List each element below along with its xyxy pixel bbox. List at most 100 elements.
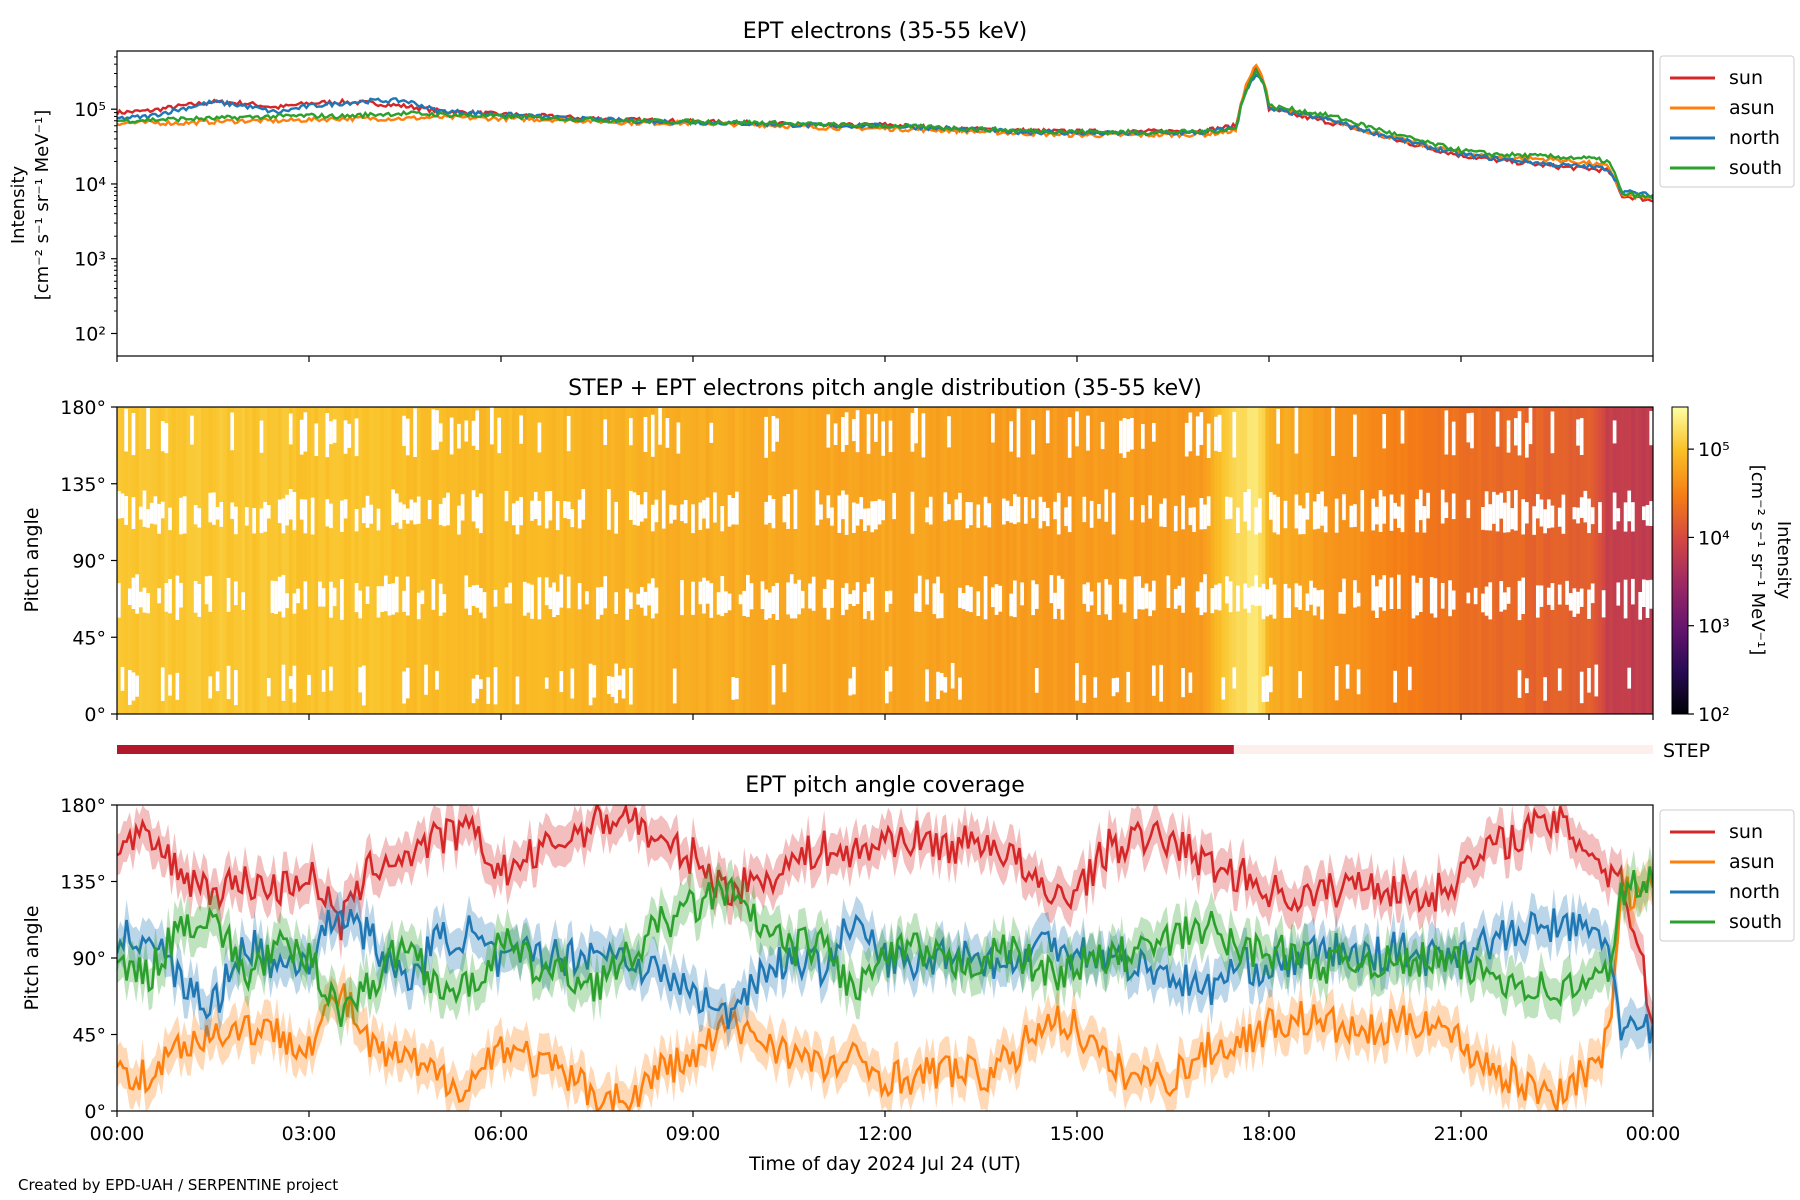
pad-column [570, 407, 575, 714]
pad-gap [917, 575, 923, 612]
pad-column [1371, 407, 1376, 714]
pad-gap [570, 509, 575, 528]
pad-gap [599, 586, 604, 615]
pad-column [1466, 407, 1471, 714]
pad-gap [460, 494, 466, 521]
pad-gap [1056, 575, 1062, 609]
pad-gap [131, 497, 136, 529]
pad-gap [1312, 587, 1318, 616]
pad-column [1287, 407, 1292, 714]
pad-gap [160, 501, 166, 519]
pad-gap [874, 501, 879, 530]
pad-column [596, 407, 601, 714]
pad-column [943, 407, 948, 714]
pad-gap [1316, 590, 1321, 607]
pad-column [226, 407, 231, 714]
pad-gap [998, 585, 1003, 612]
pad-gap [1258, 498, 1263, 533]
pad-gap [925, 579, 930, 605]
pad-column [365, 407, 370, 714]
pad-gap [1345, 664, 1351, 689]
pad-gap [943, 492, 948, 522]
legend-south-label: south [1729, 911, 1782, 933]
coverage-ytick-label: 135° [60, 872, 106, 894]
coverage-line-north [117, 908, 1653, 1044]
pad-column [427, 407, 433, 714]
pad-column [1298, 407, 1303, 714]
pad-gap [288, 676, 294, 689]
pad-column [1364, 407, 1369, 714]
pad-gap [1393, 502, 1398, 519]
pad-gap [1254, 507, 1259, 535]
pad-column [398, 407, 403, 714]
intensity-line-north [117, 73, 1653, 199]
pad-gap [1546, 499, 1552, 529]
pad-gap [475, 497, 480, 529]
pad-gap [881, 500, 886, 521]
pad-column [168, 407, 173, 714]
pad-gap [1217, 414, 1223, 452]
pad-column [1334, 407, 1340, 714]
pad-gap [321, 588, 327, 607]
pad-gap [1181, 495, 1186, 530]
pad-column [1331, 407, 1336, 714]
pad-gap [727, 495, 732, 527]
pad-gap [1466, 499, 1471, 519]
pad-gap [1473, 587, 1479, 605]
pad-column [870, 407, 875, 714]
legend-sun-label: sun [1729, 821, 1763, 843]
pad-gap [852, 502, 857, 533]
pad-gap [431, 409, 436, 451]
coverage-plot-frame [116, 804, 1654, 1112]
pad-gap [1067, 417, 1073, 458]
legend-south-label: south [1729, 157, 1782, 179]
pad-column [1031, 407, 1036, 714]
pad-gap [329, 581, 334, 618]
pad-gap [138, 506, 144, 520]
pad-ylabel: Pitch angle [21, 507, 43, 612]
pad-column [340, 407, 345, 714]
pad-gap [1481, 507, 1486, 530]
pad-gap [449, 417, 455, 455]
pad-gap [292, 492, 297, 531]
pad-gap [1151, 580, 1157, 611]
intensity-legend: sun asun north south [1659, 55, 1795, 188]
pad-gap [402, 504, 407, 520]
pad-column [782, 407, 787, 714]
pad-column [1612, 407, 1618, 714]
pad-column [438, 407, 444, 714]
pad-gap [1499, 581, 1504, 612]
pad-gap [329, 421, 334, 445]
pad-gap [340, 500, 345, 532]
pad-gap [676, 422, 681, 454]
pad-gap [1517, 670, 1522, 698]
pad-gap [727, 593, 732, 611]
pad-gap [1521, 577, 1526, 614]
coverage-ytick-label: 45° [72, 1025, 106, 1047]
pad-column [614, 407, 619, 714]
intensity-ytick-group: 10² 10³ 10⁴ 10⁵ [74, 56, 117, 345]
pad-gap [910, 491, 915, 534]
pad-gap [1243, 583, 1248, 609]
pad-colorbar [1671, 406, 1689, 715]
pad-gap [1016, 496, 1021, 523]
pad-column [1078, 407, 1084, 714]
pad-gap [658, 408, 663, 445]
pad-gap [866, 508, 871, 526]
pad-column [983, 407, 988, 714]
pad-column [1115, 407, 1120, 714]
pad-column [142, 407, 147, 714]
pad-gap [1371, 575, 1376, 611]
legend-north-label: north [1729, 881, 1780, 903]
pad-gap [175, 575, 180, 620]
pad-gap [135, 574, 140, 614]
pad-gap [442, 594, 447, 613]
pad-gap [1082, 496, 1087, 523]
pad-gap [786, 582, 791, 615]
pad-gap [1422, 506, 1427, 533]
pad-gap [413, 408, 418, 457]
pad-gap [193, 505, 199, 525]
pad-gap [1111, 492, 1116, 535]
pad-column [1236, 407, 1241, 714]
pad-gap [910, 412, 915, 452]
